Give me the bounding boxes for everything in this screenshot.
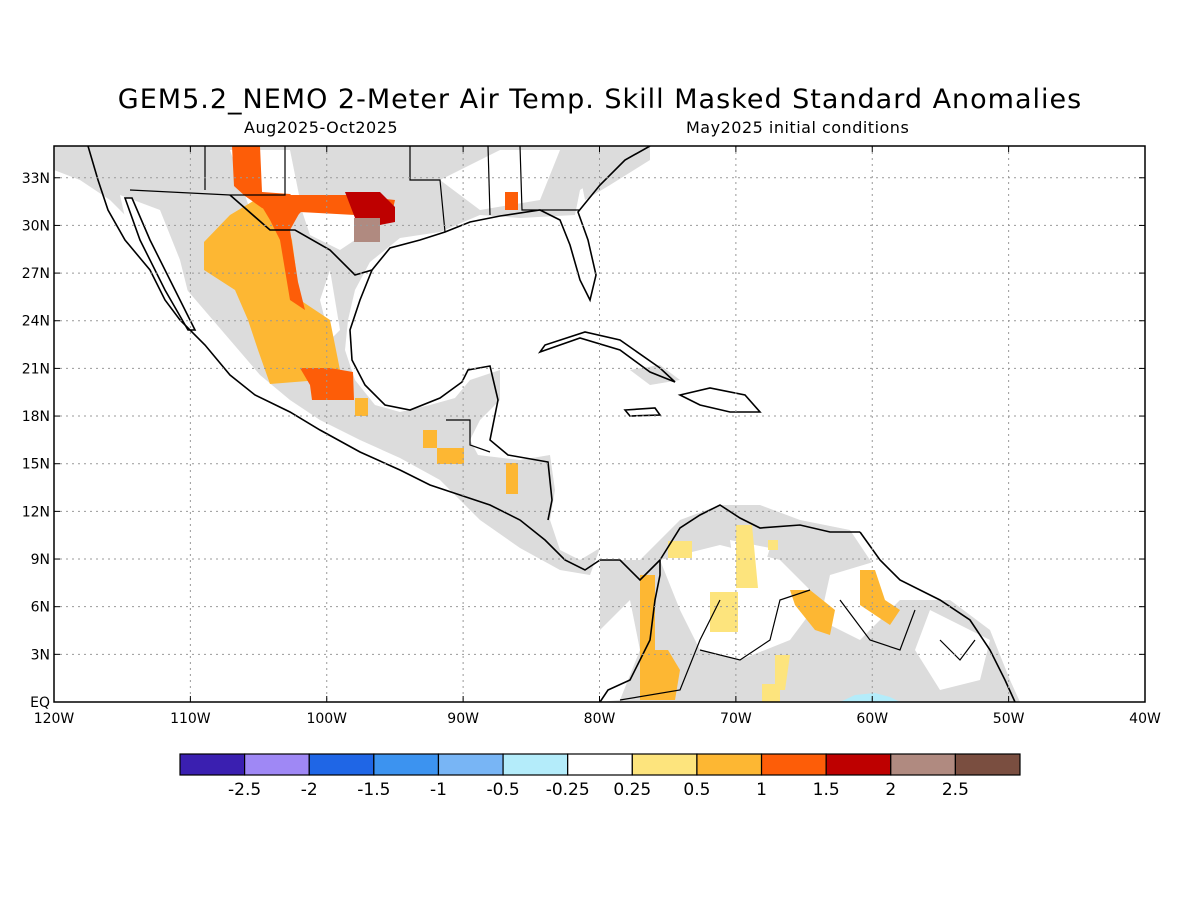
colorbar-label: -2.5 — [228, 780, 261, 800]
coastlines — [87, 146, 1016, 702]
colorbar-swatch — [179, 753, 246, 776]
lat-tick-label: 12N — [22, 504, 50, 520]
colorbar-swatch — [308, 753, 375, 776]
lat-tick-label: 21N — [22, 361, 50, 377]
lat-tick-label: 6N — [31, 600, 50, 616]
map-field — [54, 146, 1145, 702]
longitude-axis: 120W 110W 100W 90W 80W 70W 60W 50W 40W — [34, 146, 1161, 727]
lat-tick-label: 24N — [22, 314, 50, 330]
map-title: GEM5.2_NEMO 2-Meter Air Temp. Skill Mask… — [117, 84, 1083, 115]
lon-tick-label: 60W — [856, 711, 888, 727]
lon-tick-label: 90W — [447, 711, 479, 727]
colorbar-label: -1.5 — [357, 780, 390, 800]
lat-tick-label: 30N — [22, 218, 50, 234]
lon-tick-label: 40W — [1129, 711, 1161, 727]
colorbar-swatch — [760, 753, 827, 776]
lat-tick-label: EQ — [30, 695, 50, 711]
colorbar-label: -0.25 — [546, 780, 590, 800]
lat-tick-label: 9N — [31, 552, 50, 568]
lat-tick-label: 3N — [31, 647, 50, 663]
lat-tick-label: 15N — [22, 457, 50, 473]
colorbar: -2.5 -2 -1.5 -1 -0.5 -0.25 0.25 0.5 1 1.5 2 2.5 — [179, 753, 1021, 800]
colorbar-label: 0.25 — [613, 780, 651, 800]
negative-anomaly — [840, 693, 900, 702]
colorbar-label: -1 — [430, 780, 447, 800]
lon-tick-label: 70W — [720, 711, 752, 727]
colorbar-swatch — [825, 753, 892, 776]
colorbar-label: 1.5 — [813, 780, 840, 800]
colorbar-swatch — [567, 753, 633, 776]
lat-tick-label: 27N — [22, 266, 50, 282]
colorbar-label: 2 — [885, 780, 896, 800]
lon-tick-label: 110W — [170, 711, 211, 727]
lon-tick-label: 100W — [306, 711, 347, 727]
colorbar-label: 2.5 — [942, 780, 969, 800]
lon-tick-label: 120W — [34, 711, 75, 727]
borders — [129, 146, 976, 701]
graticule — [54, 146, 1145, 702]
colorbar-swatch — [890, 753, 956, 776]
colorbar-label: 1 — [756, 780, 767, 800]
colorbar-label: 0.5 — [683, 780, 710, 800]
colorbar-swatch — [502, 753, 569, 776]
colorbar-swatch — [631, 753, 698, 776]
colorbar-label: -2 — [301, 780, 318, 800]
colorbar-swatch — [373, 753, 440, 776]
initial-conditions: May2025 initial conditions — [686, 118, 910, 137]
latitude-axis: EQ 3N 6N 9N 12N 15N 18N 21N 24N 27N 30N 33N — [22, 171, 1145, 711]
colorbar-swatch — [696, 753, 763, 776]
colorbar-swatch — [244, 753, 310, 776]
lat-tick-label: 33N — [22, 171, 50, 187]
lat-tick-label: 18N — [22, 409, 50, 425]
colorbar-label: -0.5 — [486, 780, 519, 800]
lon-tick-label: 80W — [584, 711, 616, 727]
colorbar-swatch — [437, 753, 504, 776]
valid-period: Aug2025-Oct2025 — [244, 118, 399, 137]
lon-tick-label: 50W — [993, 711, 1025, 727]
colorbar-swatch — [954, 753, 1021, 776]
unmasked-land — [120, 150, 990, 702]
positive-anomalies — [204, 146, 900, 702]
